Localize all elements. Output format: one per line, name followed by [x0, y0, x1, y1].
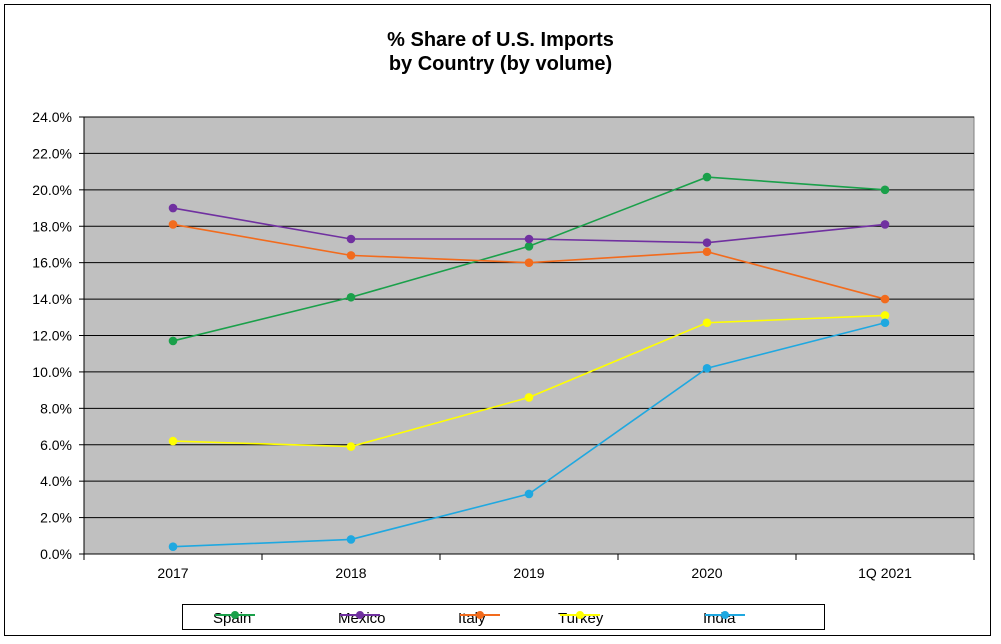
data-point-mexico: [168, 203, 178, 213]
y-tick-label: 14.0%: [32, 291, 72, 307]
x-tick-label: 2020: [691, 565, 722, 581]
data-point-italy: [524, 258, 534, 267]
data-point-spain: [346, 292, 356, 302]
data-point-turkey: [168, 436, 178, 446]
data-point-italy: [702, 247, 712, 257]
data-point-india: [346, 535, 356, 544]
legend-item-italy: Italy: [458, 608, 500, 628]
y-tick-label: 12.0%: [32, 328, 72, 344]
legend-label-spain: Spain: [213, 609, 252, 627]
legend-swatch-spain: [215, 611, 255, 619]
data-point-spain: [880, 185, 890, 195]
data-point-mexico: [880, 220, 890, 229]
data-point-india: [702, 363, 712, 373]
legend-swatch-mexico: [340, 611, 380, 619]
legend-swatch-italy: [460, 611, 500, 619]
legend-item-spain: Spain: [213, 608, 255, 628]
y-tick-label: 20.0%: [32, 182, 72, 198]
data-point-india: [524, 489, 534, 499]
legend-item-mexico: Mexico: [338, 608, 386, 628]
data-point-spain: [524, 241, 534, 251]
data-point-turkey: [702, 318, 712, 328]
y-tick-label: 0.0%: [40, 546, 72, 562]
x-tick-label: 2019: [513, 565, 544, 581]
y-tick-label: 8.0%: [40, 400, 72, 416]
data-point-mexico: [524, 234, 534, 244]
y-tick-label: 16.0%: [32, 255, 72, 271]
y-tick-label: 4.0%: [40, 473, 72, 489]
legend-swatch-turkey: [560, 611, 600, 619]
data-point-india: [168, 542, 178, 552]
y-tick-label: 24.0%: [32, 109, 72, 125]
chart-title-line1: % Share of U.S. Imports: [387, 29, 614, 51]
y-tick-label: 10.0%: [32, 364, 72, 380]
data-point-mexico: [346, 234, 356, 244]
data-point-italy: [168, 220, 178, 229]
data-point-italy: [346, 251, 356, 260]
chart-legend: Spain Mexico Italy Turkey India: [182, 604, 825, 630]
data-point-turkey: [524, 393, 534, 402]
x-tick-label: 1Q 2021: [858, 565, 912, 581]
y-tick-label: 2.0%: [40, 510, 72, 526]
data-point-turkey: [880, 311, 890, 320]
y-tick-label: 22.0%: [32, 145, 72, 161]
y-tick-label: 18.0%: [32, 218, 72, 234]
data-point-india: [880, 318, 890, 328]
data-point-italy: [880, 294, 890, 304]
legend-item-india: India: [703, 608, 745, 628]
x-tick-label: 2017: [157, 565, 188, 581]
chart-title-line2: by Country (by volume): [388, 53, 613, 75]
data-point-spain: [702, 172, 712, 182]
y-tick-label: 6.0%: [40, 437, 72, 453]
legend-swatch-india: [705, 611, 745, 619]
data-point-mexico: [702, 238, 712, 247]
legend-item-turkey: Turkey: [558, 608, 603, 628]
x-tick-label: 2018: [335, 565, 366, 581]
data-point-spain: [168, 336, 178, 346]
data-point-turkey: [346, 442, 356, 451]
